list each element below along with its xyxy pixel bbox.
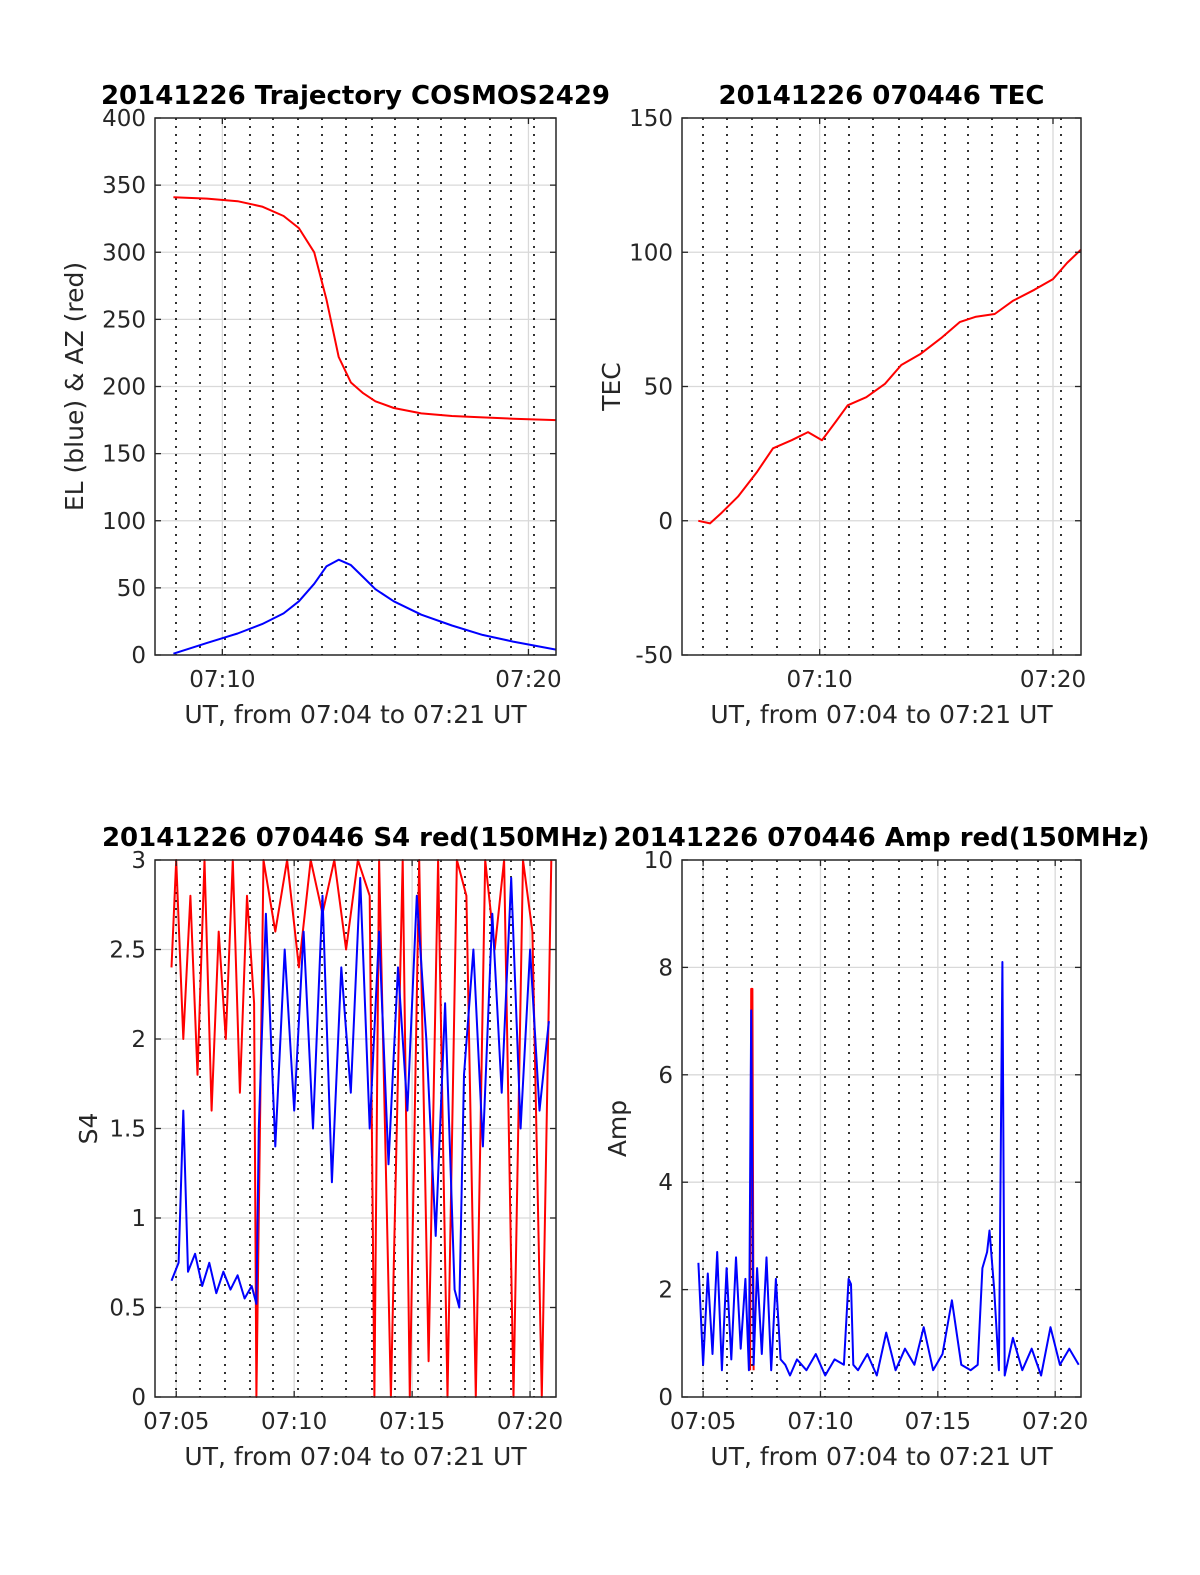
chart-amp: 0 2 4 6 8 10 07:05 07:10 07:15 07:20 20141226 0704…: [603, 823, 1150, 1471]
ytick-label: 1.5: [109, 1117, 146, 1143]
ytick-label: 3: [131, 848, 146, 874]
ytick-label: 0.5: [109, 1296, 146, 1322]
y-axis-label: S4: [74, 1113, 103, 1145]
series-line-1: [170, 876, 550, 1309]
x-axis-label: UT, from 07:04 to 07:21 UT: [184, 1442, 527, 1471]
xtick-label: 07:10: [787, 1409, 853, 1435]
axes-box: [681, 859, 1082, 1398]
xtick-label: 07:15: [905, 1409, 971, 1435]
ytick-label: 100: [629, 240, 673, 266]
ytick-label: 2.5: [109, 938, 146, 964]
ytick-label: 0: [658, 1385, 673, 1411]
xtick-label: 07:20: [1022, 1409, 1088, 1435]
chart-title: 20141226 Trajectory COSMOS2429: [101, 81, 610, 111]
xtick-label: 07:20: [497, 1409, 563, 1435]
xtick-label: 07:05: [670, 1409, 736, 1435]
ytick-label: 6: [658, 1063, 673, 1089]
chart-s4: 0 0.5 1 1.5 2 2.5 3 07:05 07:10 07:15 07:20 2014122…: [74, 823, 609, 1471]
series-line-1: [173, 558, 557, 655]
xtick-label: 07:10: [787, 667, 853, 693]
ytick-label: 50: [644, 375, 673, 401]
ytick-label: 300: [102, 240, 146, 266]
y-axis-label: Amp: [603, 1100, 632, 1157]
ytick-label: 1: [131, 1206, 146, 1232]
ytick-label: 50: [117, 576, 146, 602]
ytick-label: 150: [629, 106, 673, 132]
ytick-label: 0: [658, 509, 673, 535]
ytick-label: 250: [102, 307, 146, 333]
ytick-label: -50: [635, 643, 673, 669]
xtick-label: 07:20: [1020, 667, 1086, 693]
ytick-label: 350: [102, 173, 146, 199]
ytick-label: 0: [131, 643, 146, 669]
ytick-label: 200: [102, 375, 146, 401]
x-axis-label: UT, from 07:04 to 07:21 UT: [184, 700, 527, 729]
ytick-label: 400: [102, 106, 146, 132]
ytick-label: 8: [658, 955, 673, 981]
xtick-label: 07:10: [261, 1409, 327, 1435]
y-axis-label: EL (blue) & AZ (red): [60, 262, 89, 511]
series-line-0: [698, 248, 1082, 525]
xtick-label: 07:10: [189, 667, 255, 693]
series-line-0: [173, 196, 557, 422]
x-axis-label: UT, from 07:04 to 07:21 UT: [710, 700, 1053, 729]
xtick-label: 07:05: [143, 1409, 209, 1435]
ytick-label: 2: [131, 1027, 146, 1053]
chart-title: 20141226 070446 S4 red(150MHz): [102, 823, 609, 853]
ytick-label: 150: [102, 442, 146, 468]
chart-tec: -50 0 50 100 150 07:10 07:20 20141226 070446 TE…: [597, 81, 1086, 729]
chart-title: 20141226 070446 Amp red(150MHz): [613, 823, 1149, 853]
chart-trajectory: 0 50 100 150 200 250 300 350 400 07:10 07:20 201412…: [60, 81, 610, 729]
x-axis-label: UT, from 07:04 to 07:21 UT: [710, 1442, 1053, 1471]
ytick-label: 2: [658, 1278, 673, 1304]
chart-title: 20141226 070446 TEC: [719, 81, 1045, 111]
y-axis-label: TEC: [597, 362, 626, 412]
ytick-label: 4: [658, 1170, 673, 1196]
xtick-label: 07:20: [495, 667, 561, 693]
series-line-1: [697, 961, 1080, 1377]
ytick-label: 0: [131, 1385, 146, 1411]
series-line-0: [170, 859, 553, 1398]
ytick-label: 10: [644, 848, 673, 874]
xtick-label: 07:15: [379, 1409, 445, 1435]
ytick-label: 100: [102, 509, 146, 535]
